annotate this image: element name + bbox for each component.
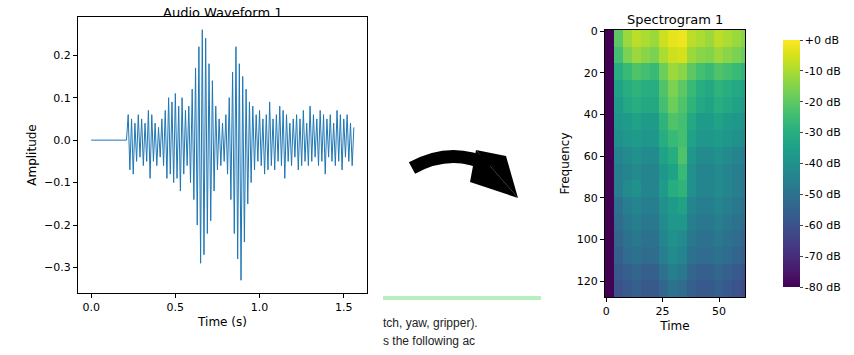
svg-text:−0.2: −0.2	[44, 219, 71, 232]
svg-text:0: 0	[603, 305, 610, 318]
svg-text:0.5: 0.5	[167, 301, 185, 314]
svg-text:20: 20	[584, 67, 598, 80]
svg-text:0.0: 0.0	[82, 301, 100, 314]
svg-text:+0 dB: +0 dB	[805, 34, 839, 47]
svg-text:-60 dB: -60 dB	[805, 219, 841, 232]
svg-text:0.2: 0.2	[53, 49, 71, 62]
svg-text:Time: Time	[659, 319, 689, 333]
svg-text:-40 dB: -40 dB	[805, 157, 841, 170]
svg-text:−0.1: −0.1	[44, 176, 71, 189]
svg-text:-20 dB: -20 dB	[805, 96, 841, 109]
svg-text:1.5: 1.5	[335, 301, 353, 314]
svg-text:80: 80	[584, 192, 598, 205]
svg-text:Amplitude: Amplitude	[25, 124, 39, 186]
svg-text:60: 60	[584, 150, 598, 163]
svg-text:50: 50	[712, 305, 726, 318]
svg-text:1.0: 1.0	[251, 301, 269, 314]
html-text:s the following ac: s the following ac	[383, 334, 476, 348]
svg-text:−0.3: −0.3	[44, 261, 71, 274]
html-text:tch, yaw, gripper).: tch, yaw, gripper).	[383, 316, 478, 330]
svg-text:-30 dB: -30 dB	[805, 126, 841, 139]
svg-text:-50 dB: -50 dB	[805, 188, 841, 201]
svg-text:100: 100	[577, 233, 598, 246]
svg-text:-10 dB: -10 dB	[805, 65, 841, 78]
svg-text:Frequency: Frequency	[558, 133, 572, 195]
svg-text:0: 0	[591, 25, 598, 38]
svg-text:Audio Waveform 1: Audio Waveform 1	[163, 5, 282, 20]
svg-text:-80 dB: -80 dB	[805, 281, 841, 294]
svg-text:120: 120	[577, 275, 598, 288]
svg-text:-70 dB: -70 dB	[805, 250, 841, 263]
svg-text:40: 40	[584, 108, 598, 121]
svg-text:0.0: 0.0	[53, 134, 71, 147]
svg-text:25: 25	[656, 305, 670, 318]
svg-text:Spectrogram 1: Spectrogram 1	[627, 12, 723, 27]
svg-text:Time (s): Time (s)	[197, 315, 247, 329]
svg-text:0.1: 0.1	[53, 92, 71, 105]
